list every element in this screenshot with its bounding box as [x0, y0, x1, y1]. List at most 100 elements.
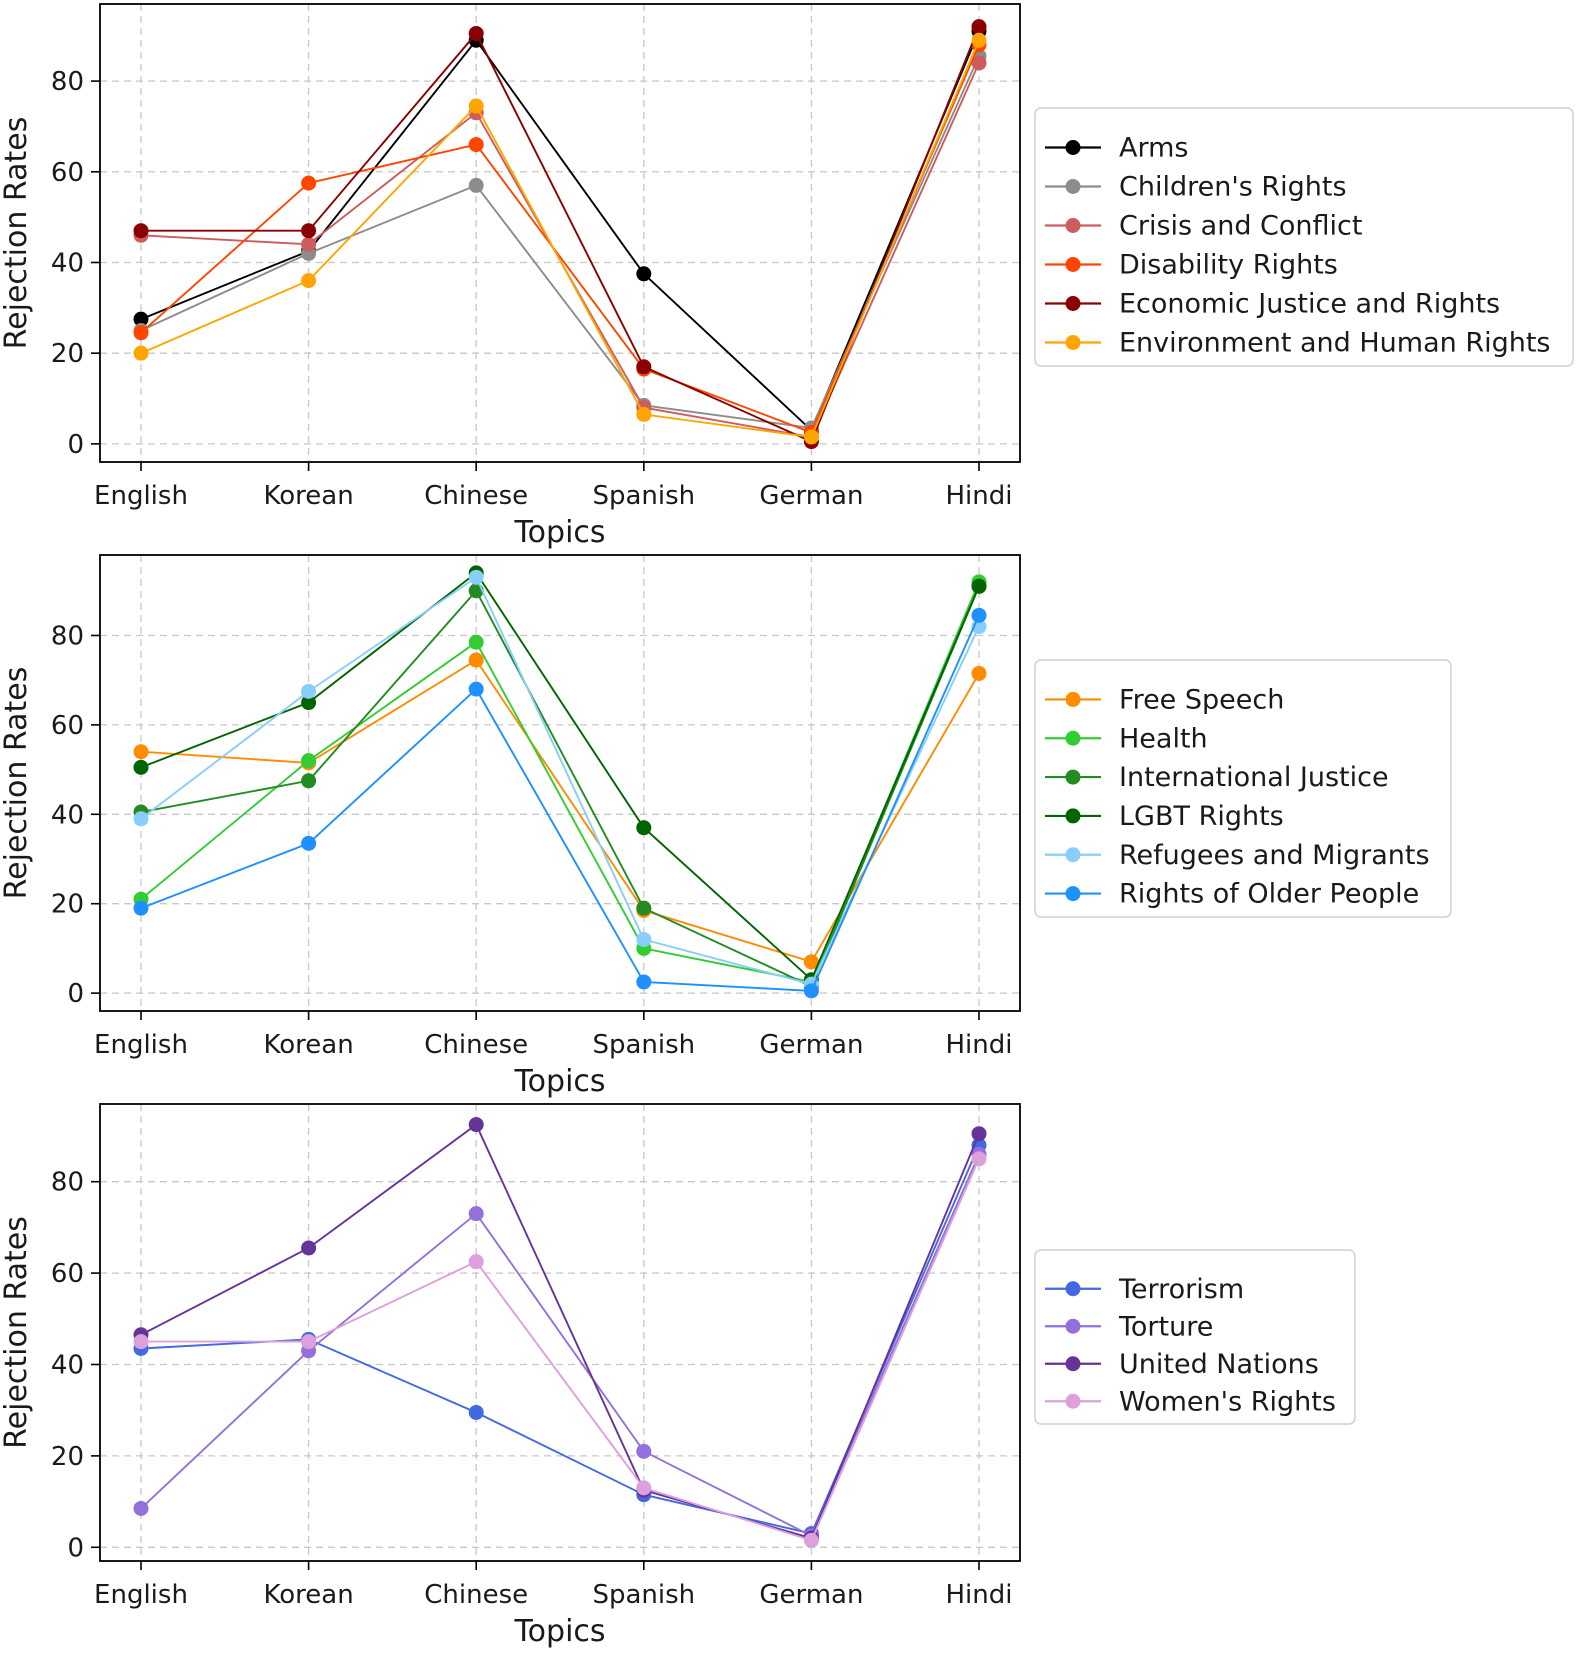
- legend-label: Economic Justice and Rights: [1119, 289, 1500, 320]
- plot-frame: [99, 1103, 1021, 1562]
- y-tick-label: 20: [51, 1442, 84, 1472]
- chart-panel-2: English Korean Chinese Spanish German Hindi 0 2…: [0, 554, 1452, 1099]
- legend-swatch-marker: [1065, 1318, 1081, 1334]
- x-tick-label: Hindi: [946, 1030, 1013, 1060]
- data-point: [468, 1404, 484, 1420]
- legend-label: Free Speech: [1119, 684, 1284, 715]
- y-tick-label: 60: [51, 158, 84, 188]
- data-point: [636, 1480, 652, 1496]
- data-point: [133, 345, 149, 361]
- x-tick-label: German: [759, 1580, 863, 1610]
- series-line: [140, 575, 980, 986]
- x-tick-label: German: [759, 481, 863, 511]
- chart-panel-3: English Korean Chinese Spanish German Hindi 0 2…: [0, 1103, 1356, 1649]
- y-tick-label: 80: [51, 621, 84, 651]
- y-tick-label: 60: [51, 1259, 84, 1289]
- series-line: [140, 658, 980, 963]
- data-point: [971, 1151, 987, 1167]
- data-point: [468, 177, 484, 193]
- legend-label: Torture: [1118, 1311, 1213, 1342]
- x-tick-label: Korean: [264, 481, 354, 511]
- data-point: [468, 652, 484, 668]
- x-tick-label: Chinese: [424, 481, 528, 511]
- legend-label: Refugees and Migrants: [1119, 840, 1430, 871]
- y-axis-label: Rejection Rates: [0, 117, 34, 350]
- data-point: [468, 98, 484, 114]
- data-point: [636, 931, 652, 947]
- series-line: [140, 1153, 980, 1538]
- y-tick-label: 20: [51, 339, 84, 369]
- data-point: [971, 665, 987, 681]
- data-point: [133, 223, 149, 239]
- series-line: [140, 39, 980, 439]
- legend-label: Health: [1119, 723, 1208, 754]
- legend-swatch-marker: [1065, 218, 1081, 233]
- data-point: [636, 820, 652, 836]
- legend-frame: [1034, 659, 1452, 918]
- legend-swatch-marker: [1065, 1356, 1081, 1372]
- y-tick-label: 0: [67, 430, 84, 460]
- data-point: [468, 137, 484, 153]
- data-point: [971, 607, 987, 623]
- data-point: [133, 325, 149, 341]
- legend: Arms Children's Rights Crisis and Conflict…: [1034, 107, 1574, 367]
- data-point: [971, 55, 987, 71]
- plot-frame: [99, 3, 1021, 463]
- legend-frame: [1034, 1249, 1356, 1425]
- series-line: [140, 62, 980, 439]
- data-point: [468, 681, 484, 697]
- data-point: [301, 753, 317, 769]
- legend-swatch-marker: [1065, 769, 1081, 785]
- data-point: [636, 974, 652, 990]
- data-point: [133, 744, 149, 760]
- data-point: [636, 406, 652, 422]
- data-point: [971, 578, 987, 594]
- x-tick-label: German: [759, 1030, 863, 1060]
- legend-swatch-marker: [1065, 808, 1081, 824]
- x-tick-label: Hindi: [946, 1580, 1013, 1610]
- x-tick-label: Spanish: [592, 1580, 695, 1610]
- y-tick-label: 60: [51, 711, 84, 741]
- legend-label: Children's Rights: [1119, 172, 1347, 203]
- x-tick-label: Korean: [264, 1030, 354, 1060]
- data-point: [636, 1443, 652, 1459]
- data-point: [636, 900, 652, 916]
- data-point: [301, 1240, 317, 1256]
- data-point: [971, 32, 987, 48]
- plot-frame: [99, 554, 1021, 1012]
- legend-label: Crisis and Conflict: [1119, 211, 1362, 242]
- legend-label: Women's Rights: [1119, 1386, 1336, 1417]
- y-axis-label: Rejection Rates: [0, 1216, 34, 1449]
- chart-panel-1: English Korean Chinese Spanish German Hindi 0 2…: [0, 3, 1574, 550]
- x-tick-label: Hindi: [946, 481, 1013, 511]
- legend-swatch-marker: [1065, 296, 1081, 311]
- data-point: [133, 1500, 149, 1516]
- x-axis-label: Topics: [513, 1614, 605, 1649]
- data-point: [133, 811, 149, 827]
- y-tick-label: 40: [51, 800, 84, 830]
- legend-swatch-marker: [1065, 886, 1081, 902]
- x-axis-label: Topics: [513, 515, 605, 550]
- legend: Terrorism Torture United Nations Women's Ri…: [1034, 1249, 1356, 1425]
- x-tick-label: Chinese: [424, 1030, 528, 1060]
- data-point: [301, 695, 317, 711]
- data-point: [971, 1126, 987, 1142]
- data-point: [803, 983, 819, 999]
- data-point: [301, 773, 317, 789]
- legend-label: Terrorism: [1118, 1274, 1244, 1305]
- series-line: [140, 571, 980, 982]
- legend-label: Disability Rights: [1119, 250, 1338, 281]
- legend-label: Rights of Older People: [1119, 879, 1419, 910]
- y-tick-label: 0: [67, 979, 84, 1009]
- series-line: [140, 44, 980, 434]
- data-point: [301, 1334, 317, 1350]
- x-axis-label: Topics: [513, 1064, 605, 1099]
- data-point: [803, 1532, 819, 1548]
- data-point: [301, 175, 317, 191]
- legend-swatch-marker: [1065, 335, 1081, 350]
- legend: Free Speech Health International Justice LG…: [1034, 659, 1452, 918]
- data-point: [468, 634, 484, 650]
- x-tick-label: English: [94, 1580, 188, 1610]
- y-tick-label: 80: [51, 67, 84, 97]
